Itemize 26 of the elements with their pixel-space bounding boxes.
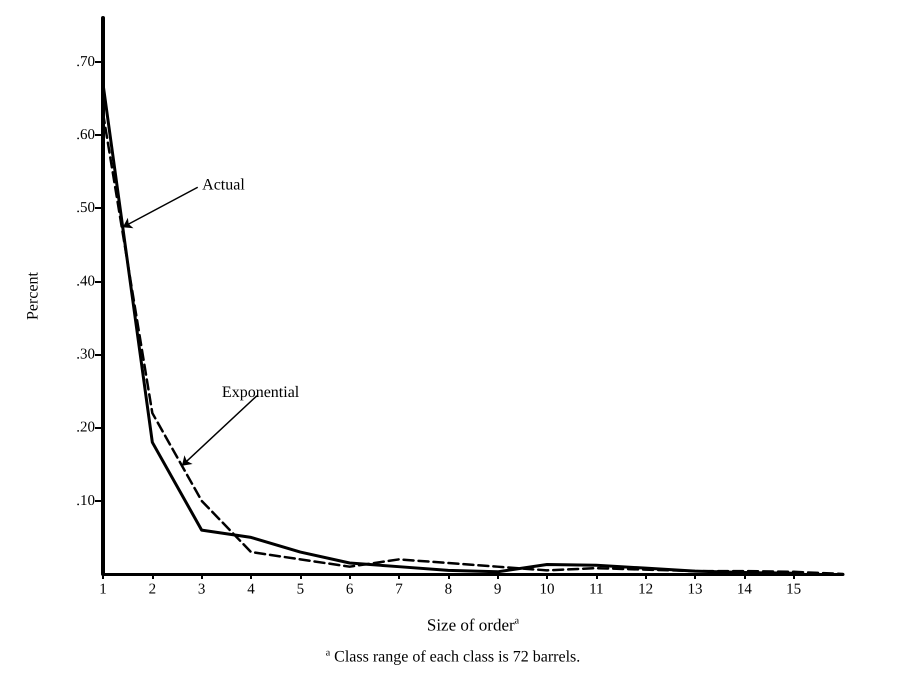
y-tick-label: .50 [76, 200, 95, 216]
text: a Class range of each class is 72 barrels. [326, 648, 580, 666]
x-tick-label: 15 [786, 582, 802, 598]
x-tick-label: 6 [346, 582, 354, 598]
x-tick-label: 10 [540, 582, 554, 598]
x-tick-label: 8 [444, 582, 452, 598]
x-tick-label: 7 [395, 582, 404, 598]
x-tick-label: 14 [736, 582, 752, 598]
y-tick-label: .60 [76, 127, 95, 144]
y-tick-label: .30 [76, 346, 95, 363]
y-tick-label: .40 [76, 273, 95, 290]
y-tick-label: .10 [76, 492, 95, 509]
x-tick-label: 4 [247, 582, 256, 598]
y-tick-label: .70 [76, 54, 95, 70]
annotation: Actual [202, 176, 246, 194]
x-tick-label: 11 [589, 582, 604, 598]
y-axis-title: Percent [24, 271, 42, 320]
x-tick-label: 9 [494, 582, 502, 598]
x-tick-label: 1 [99, 582, 107, 598]
x-tick-label: 3 [198, 582, 206, 598]
x-tick-label: 13 [688, 582, 702, 598]
x-tick-label: 12 [638, 582, 654, 598]
x-tick-label: 2 [148, 582, 156, 598]
x-tick-label: 5 [296, 582, 304, 598]
annotation: Exponential [222, 384, 300, 401]
y-tick-label: .20 [76, 420, 95, 436]
